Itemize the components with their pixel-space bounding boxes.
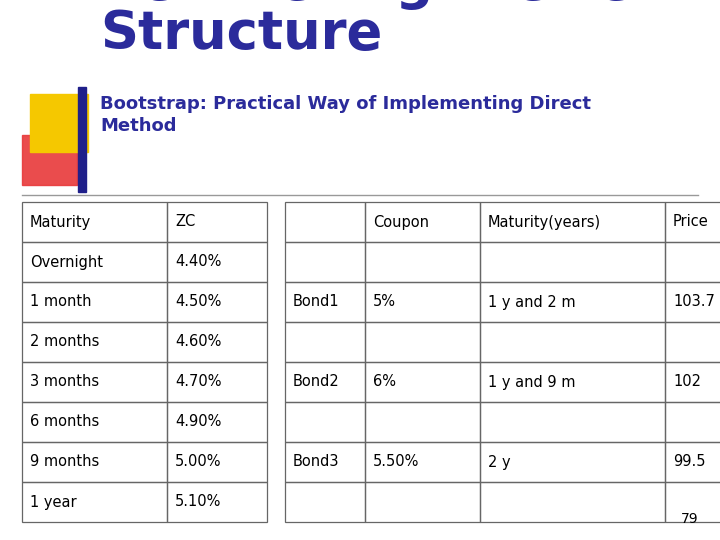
- Text: 4.70%: 4.70%: [175, 375, 222, 389]
- Text: 2 y: 2 y: [488, 455, 510, 469]
- Bar: [22, 202, 167, 242]
- Text: 1 month: 1 month: [30, 294, 91, 309]
- Bar: [480, 242, 665, 282]
- Text: 4.50%: 4.50%: [175, 294, 221, 309]
- Text: 5.50%: 5.50%: [373, 455, 419, 469]
- Bar: [365, 482, 480, 522]
- Bar: [365, 362, 480, 402]
- Text: 1 y and 9 m: 1 y and 9 m: [488, 375, 575, 389]
- Bar: [480, 482, 665, 522]
- Bar: [167, 482, 267, 522]
- Text: Overnight: Overnight: [30, 254, 103, 269]
- Bar: [285, 362, 365, 402]
- Bar: [167, 282, 267, 322]
- Bar: [22, 322, 167, 362]
- Text: Bond1: Bond1: [293, 294, 340, 309]
- Text: 5.00%: 5.00%: [175, 455, 222, 469]
- Text: 2 months: 2 months: [30, 334, 99, 349]
- Bar: [285, 402, 365, 442]
- Text: 4.60%: 4.60%: [175, 334, 221, 349]
- Bar: [480, 202, 665, 242]
- Bar: [285, 442, 365, 482]
- Bar: [665, 402, 720, 442]
- Text: 1 year: 1 year: [30, 495, 76, 510]
- Bar: [665, 362, 720, 402]
- Bar: [480, 362, 665, 402]
- Bar: [22, 135, 77, 185]
- Bar: [665, 442, 720, 482]
- Bar: [480, 322, 665, 362]
- Text: Bond3: Bond3: [293, 455, 340, 469]
- Bar: [285, 282, 365, 322]
- Text: 6 months: 6 months: [30, 415, 99, 429]
- Text: 102: 102: [673, 375, 701, 389]
- Text: 1 y and 2 m: 1 y and 2 m: [488, 294, 575, 309]
- Bar: [365, 202, 480, 242]
- Bar: [665, 202, 720, 242]
- Bar: [665, 482, 720, 522]
- Text: 4.40%: 4.40%: [175, 254, 221, 269]
- Text: 79: 79: [680, 512, 698, 526]
- Bar: [167, 322, 267, 362]
- Bar: [285, 202, 365, 242]
- Bar: [22, 362, 167, 402]
- Bar: [167, 202, 267, 242]
- Text: Bond2: Bond2: [293, 375, 340, 389]
- Bar: [365, 442, 480, 482]
- Text: 4.90%: 4.90%: [175, 415, 221, 429]
- Text: Maturity: Maturity: [30, 214, 91, 230]
- Bar: [285, 482, 365, 522]
- Text: Structure: Structure: [100, 8, 382, 60]
- Text: 3 months: 3 months: [30, 375, 99, 389]
- Bar: [665, 282, 720, 322]
- Bar: [365, 242, 480, 282]
- Bar: [78, 87, 86, 192]
- Bar: [480, 442, 665, 482]
- Bar: [167, 442, 267, 482]
- Bar: [22, 442, 167, 482]
- Bar: [22, 482, 167, 522]
- Text: 5.10%: 5.10%: [175, 495, 221, 510]
- Bar: [22, 402, 167, 442]
- Bar: [167, 402, 267, 442]
- Bar: [167, 362, 267, 402]
- Text: 9 months: 9 months: [30, 455, 99, 469]
- Text: Recovering the Term: Recovering the Term: [100, 0, 714, 10]
- Bar: [30, 94, 88, 152]
- Text: Coupon: Coupon: [373, 214, 429, 230]
- Text: 99.5: 99.5: [673, 455, 706, 469]
- Text: Maturity(years): Maturity(years): [488, 214, 601, 230]
- Text: 103.7: 103.7: [673, 294, 715, 309]
- Text: 6%: 6%: [373, 375, 396, 389]
- Bar: [665, 322, 720, 362]
- Bar: [285, 242, 365, 282]
- Bar: [22, 242, 167, 282]
- Bar: [167, 242, 267, 282]
- Bar: [665, 242, 720, 282]
- Bar: [285, 322, 365, 362]
- Bar: [480, 282, 665, 322]
- Bar: [365, 322, 480, 362]
- Text: ZC: ZC: [175, 214, 195, 230]
- Bar: [22, 282, 167, 322]
- Bar: [480, 402, 665, 442]
- Text: 5%: 5%: [373, 294, 396, 309]
- Bar: [365, 402, 480, 442]
- Bar: [365, 282, 480, 322]
- Text: Price: Price: [673, 214, 708, 230]
- Text: Bootstrap: Practical Way of Implementing Direct
Method: Bootstrap: Practical Way of Implementing…: [100, 95, 591, 135]
